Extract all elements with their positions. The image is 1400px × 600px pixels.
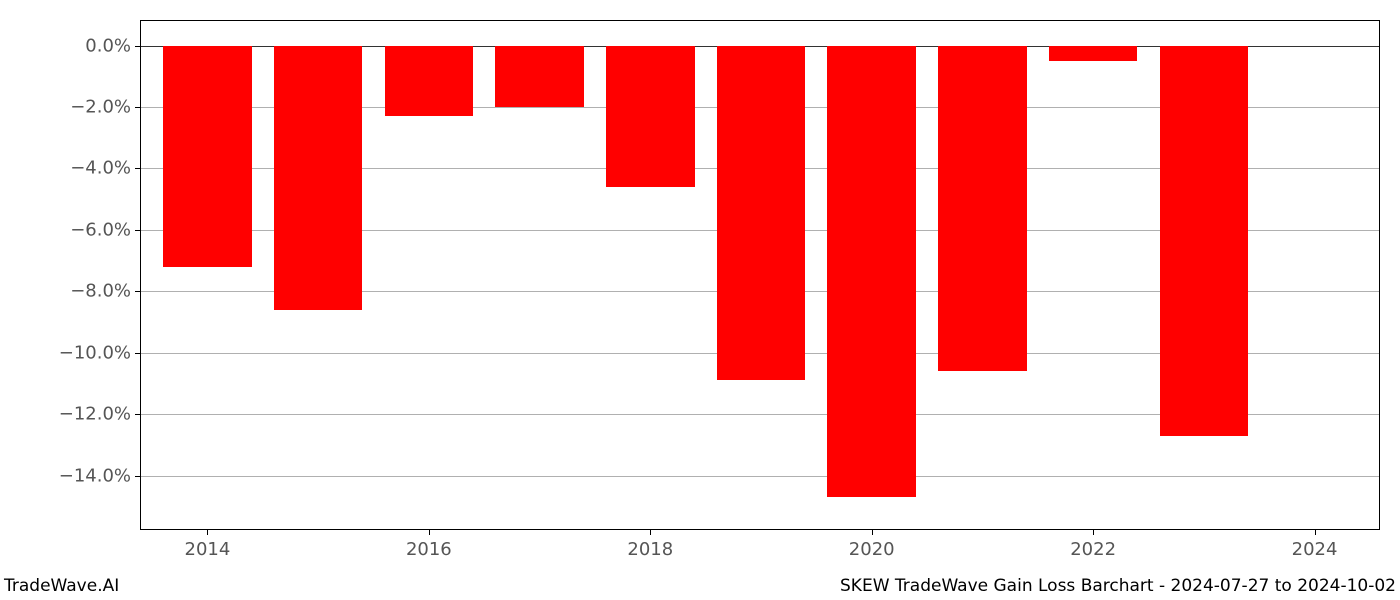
xtick-label: 2020 [849,529,895,560]
xtick-label: 2024 [1292,529,1338,560]
bar [274,46,363,310]
xtick-label: 2022 [1070,529,1116,560]
gridline [141,476,1379,477]
ytick-label: −10.0% [59,342,141,363]
xtick-label: 2018 [627,529,673,560]
ytick-label: −8.0% [70,281,141,302]
bar [1049,46,1138,61]
bar [163,46,252,267]
xtick-label: 2016 [406,529,452,560]
ytick-label: −14.0% [59,465,141,486]
bar [938,46,1027,372]
ytick-label: −2.0% [70,97,141,118]
bar [385,46,474,117]
ytick-label: −12.0% [59,404,141,425]
bar [717,46,806,381]
footer-right-caption: SKEW TradeWave Gain Loss Barchart - 2024… [840,576,1396,596]
bar [495,46,584,107]
barchart-plot-area: 0.0%−2.0%−4.0%−6.0%−8.0%−10.0%−12.0%−14.… [140,20,1380,530]
bar [827,46,916,498]
bar [1160,46,1249,436]
ytick-label: −4.0% [70,158,141,179]
footer-left-branding: TradeWave.AI [4,576,119,596]
xtick-label: 2014 [185,529,231,560]
bar [606,46,695,187]
ytick-label: 0.0% [85,35,141,56]
ytick-label: −6.0% [70,219,141,240]
